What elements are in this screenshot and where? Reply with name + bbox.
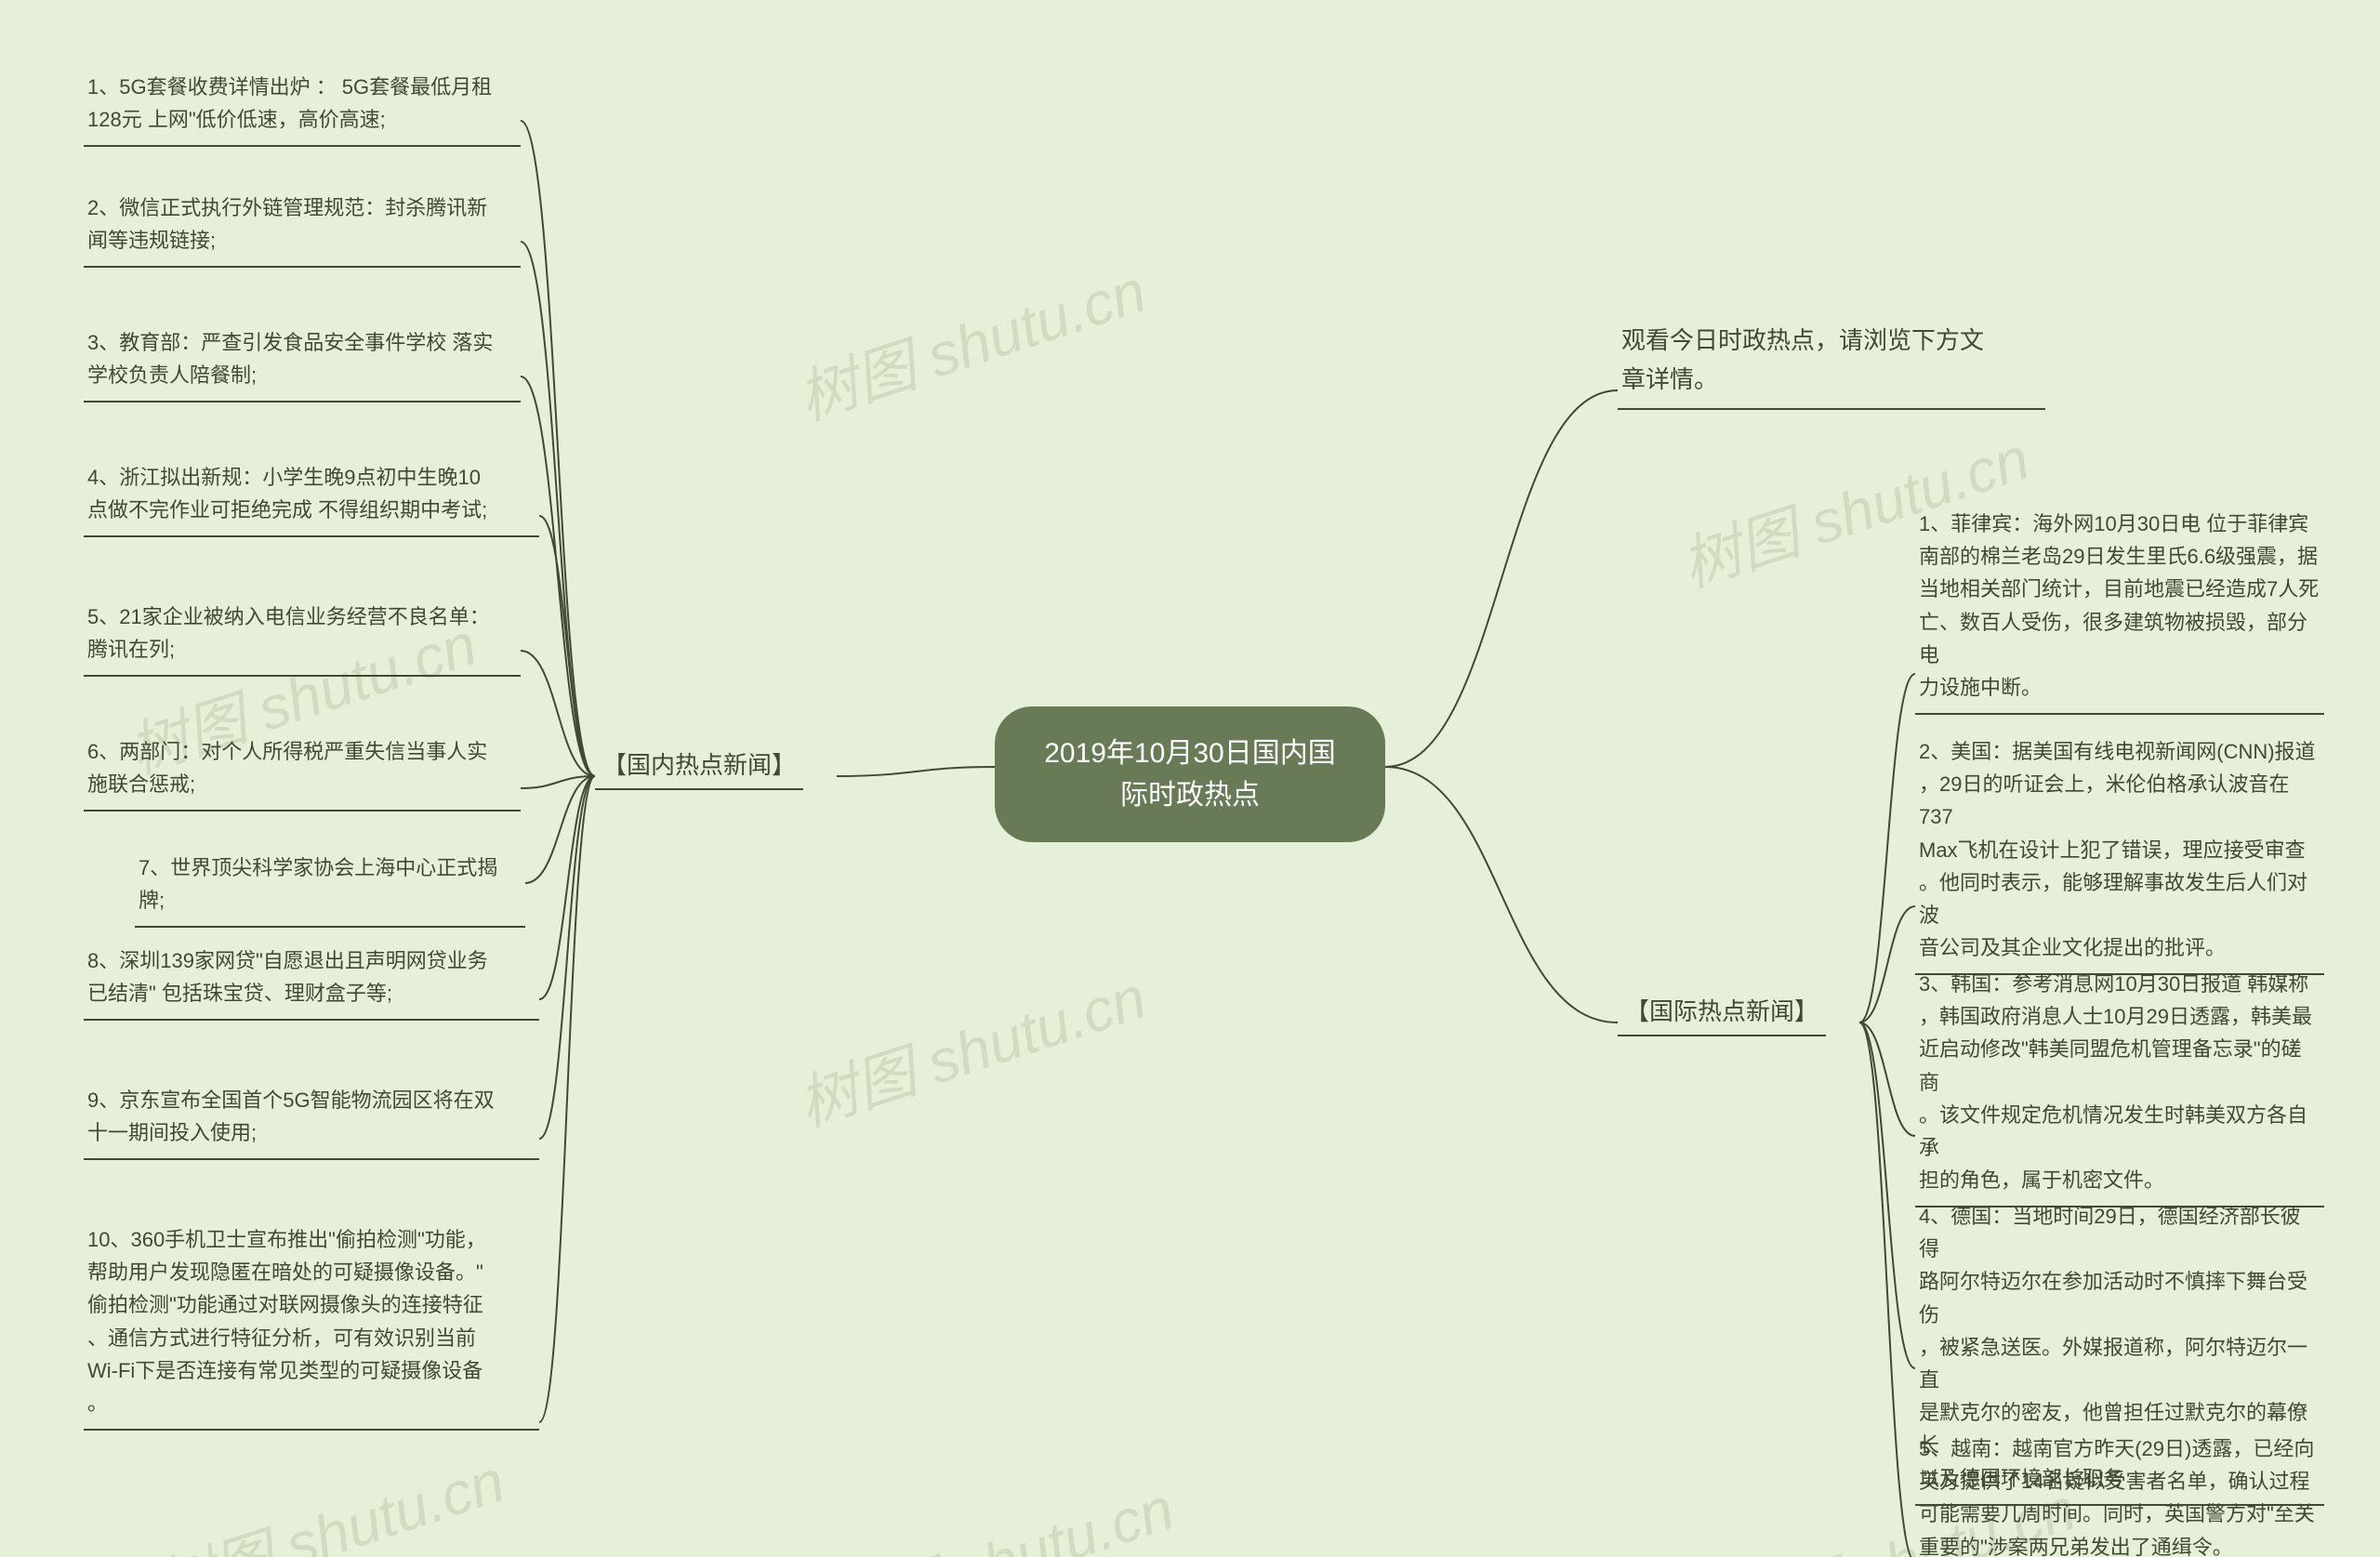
watermark: 树图 shutu.cn <box>786 244 1155 436</box>
left-leaf: 8、深圳139家网贷"自愿退出且声明网贷业务已结清" 包括珠宝贷、理财盒子等; <box>84 939 539 1021</box>
left-leaf: 7、世界顶尖科学家协会上海中心正式揭牌; <box>135 846 525 928</box>
center-node: 2019年10月30日国内国际时政热点 <box>995 706 1385 842</box>
intro-node: 观看今日时政热点，请浏览下方文章详情。 <box>1618 316 2045 410</box>
right-leaf: 1、菲律宾：海外网10月30日电 位于菲律宾南部的棉兰老岛29日发生里氏6.6级… <box>1915 502 2324 715</box>
left-branch-label: 【国内热点新闻】 <box>595 739 803 790</box>
right-leaf: 5、越南：越南官方昨天(29日)透露，已经向英方提供了14名疑似受害者名单，确认… <box>1915 1427 2324 1557</box>
watermark: 树图 shutu.cn <box>786 950 1155 1142</box>
watermark: 树图 shutu.cn <box>813 1461 1183 1557</box>
left-leaf: 4、浙江拟出新规：小学生晚9点初中生晚10点做不完作业可拒绝完成 不得组织期中考… <box>84 455 539 537</box>
left-leaf: 10、360手机卫士宣布推出"偷拍检测"功能，帮助用户发现隐匿在暗处的可疑摄像设… <box>84 1218 539 1431</box>
left-leaf: 1、5G套餐收费详情出炉 ： 5G套餐最低月租128元 上网"低价低速，高价高速… <box>84 65 521 147</box>
right-branch-label: 【国际热点新闻】 <box>1618 985 1826 1036</box>
left-leaf: 9、京东宣布全国首个5G智能物流园区将在双十一期间投入使用; <box>84 1078 539 1160</box>
right-leaf: 3、韩国：参考消息网10月30日报道 韩媒称，韩国政府消息人士10月29日透露，… <box>1915 962 2324 1207</box>
left-leaf: 2、微信正式执行外链管理规范：封杀腾讯新闻等违规链接; <box>84 186 521 268</box>
watermark: 树图 shutu.cn <box>144 1433 513 1557</box>
left-leaf: 3、教育部：严查引发食品安全事件学校 落实学校负责人陪餐制; <box>84 321 521 402</box>
left-leaf: 5、21家企业被纳入电信业务经营不良名单：腾讯在列; <box>84 595 521 677</box>
left-leaf: 6、两部门：对个人所得税严重失信当事人实施联合惩戒; <box>84 730 521 811</box>
right-leaf: 2、美国：据美国有线电视新闻网(CNN)报道，29日的听证会上，米伦伯格承认波音… <box>1915 730 2324 975</box>
